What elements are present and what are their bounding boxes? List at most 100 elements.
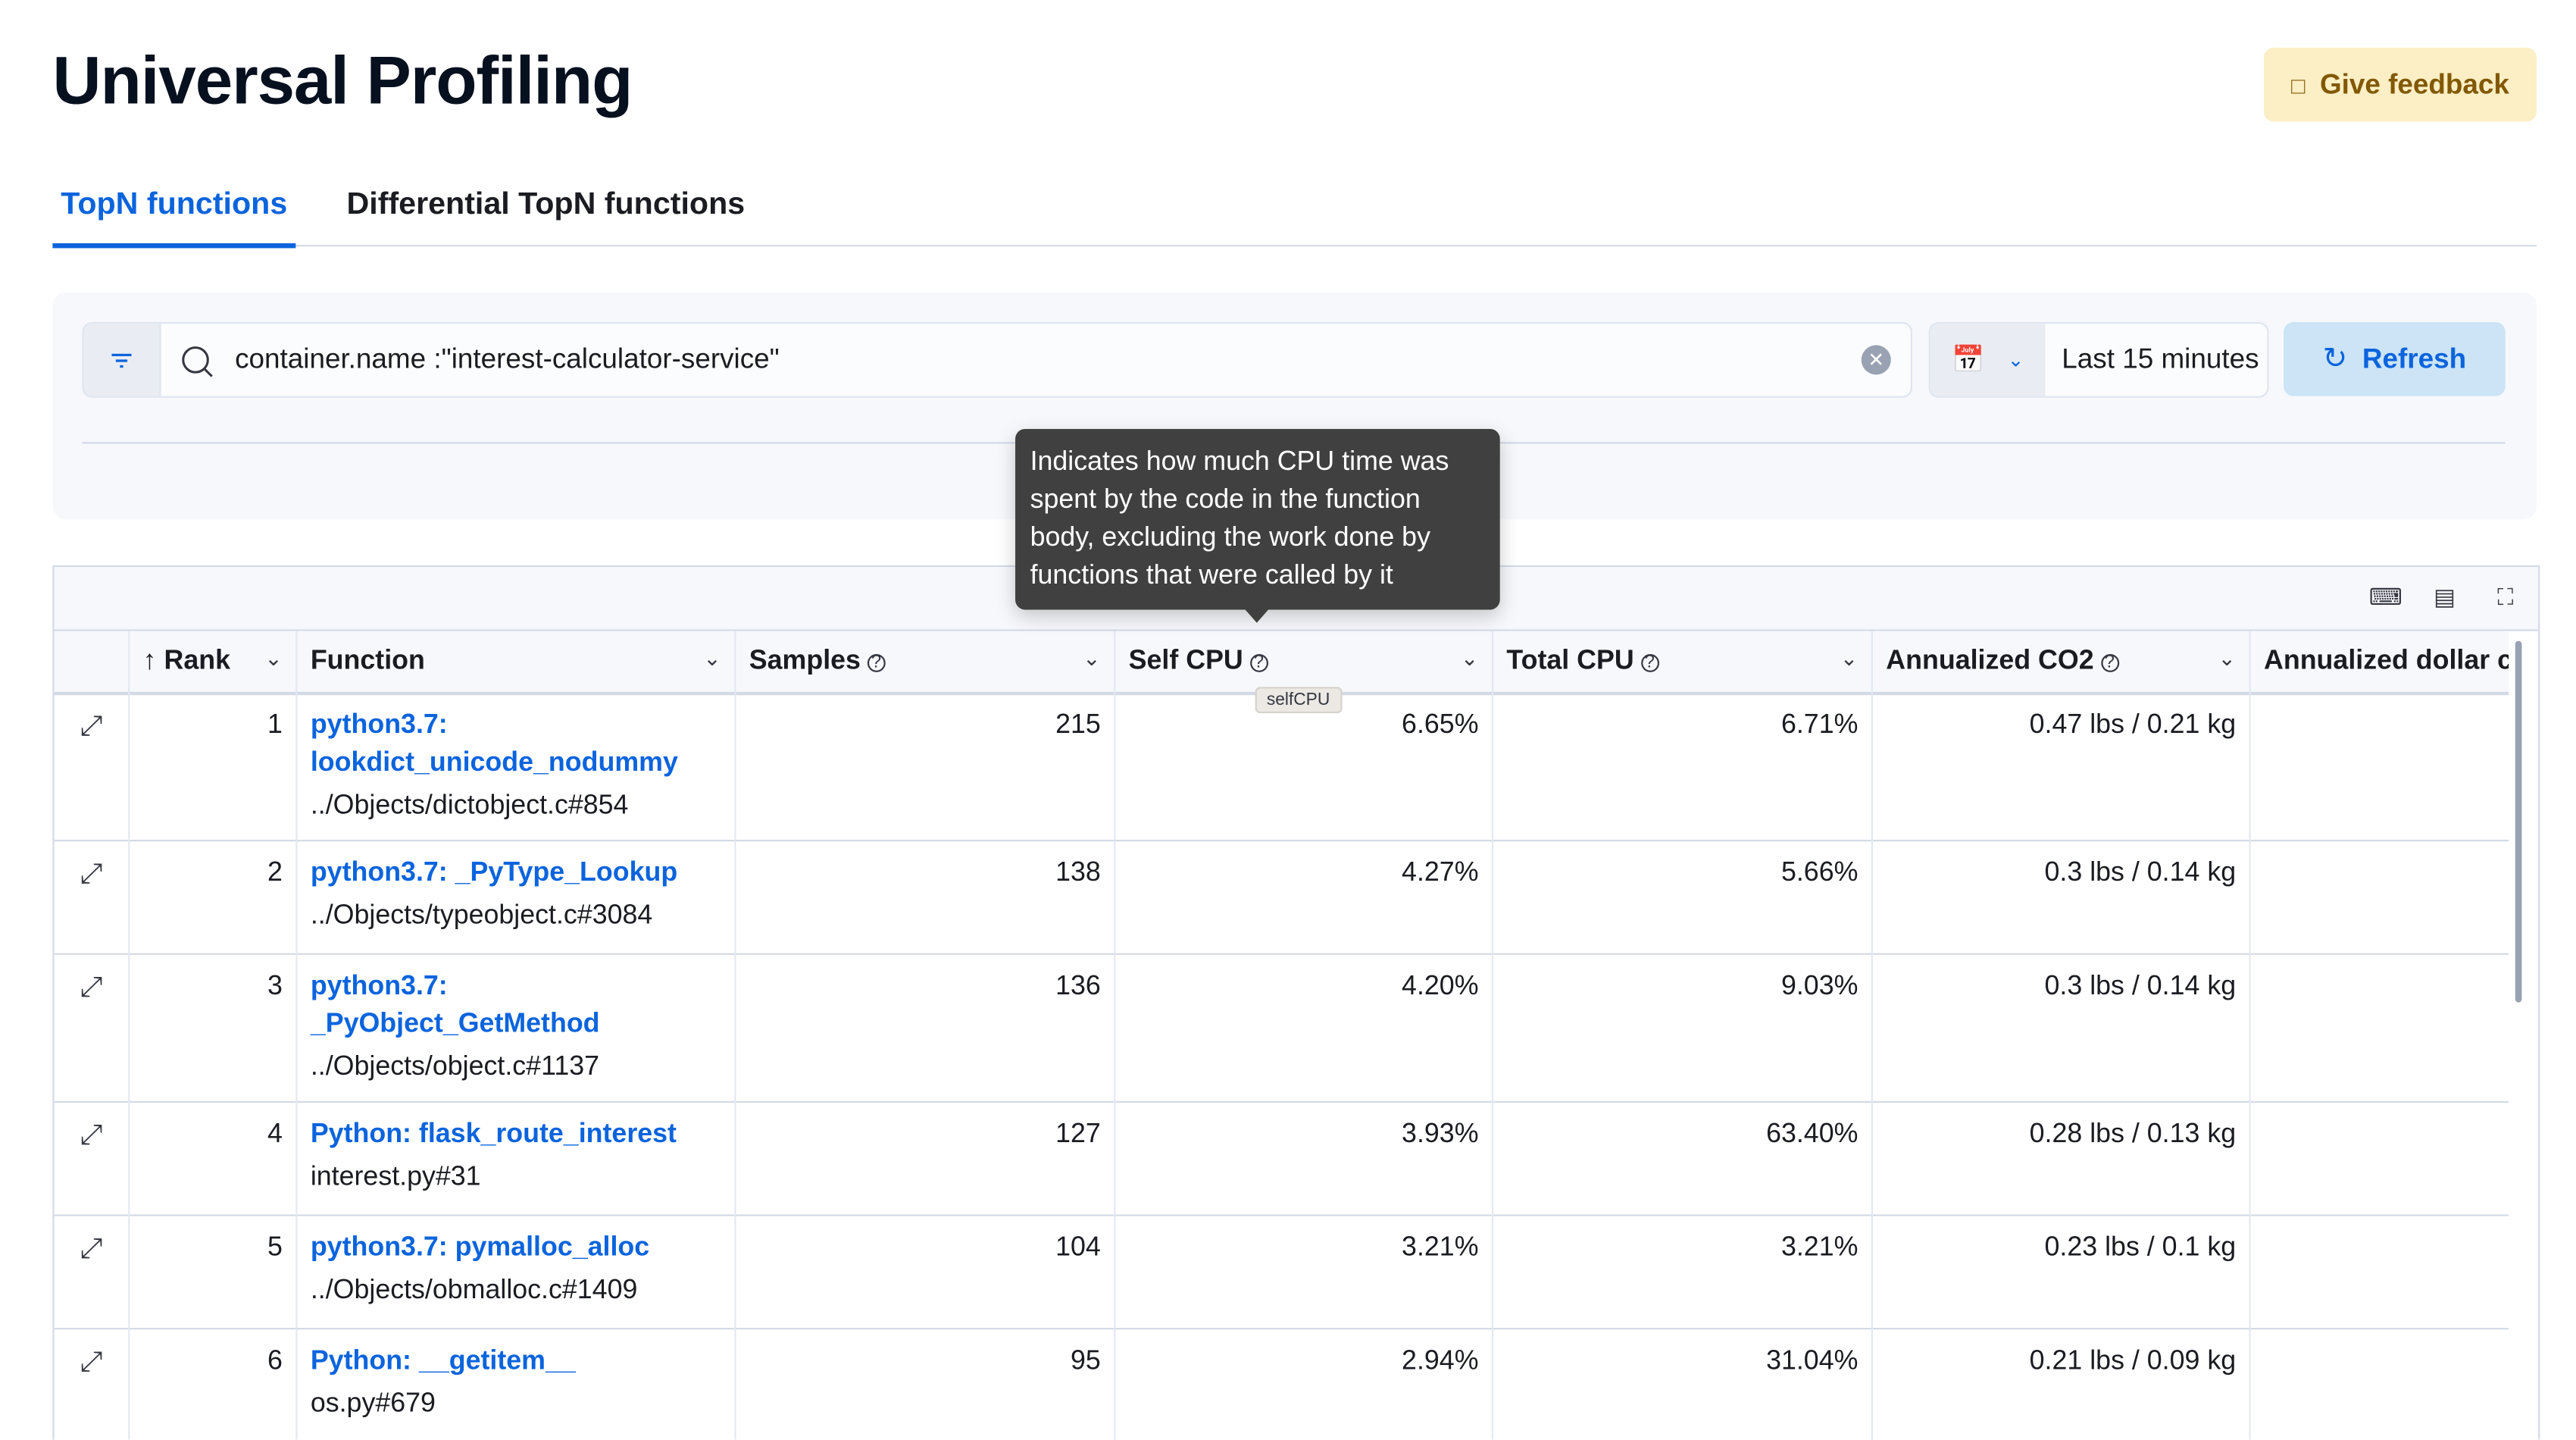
header-function[interactable]: Function ⌄: [297, 631, 736, 692]
keyboard-shortcuts-icon[interactable]: ⌨: [2368, 583, 2402, 610]
self-cpu-tooltip: Indicates how much CPU time was spent by…: [1015, 428, 1500, 623]
quick-menu-button[interactable]: 📅 ⌄: [1930, 324, 2046, 396]
help-icon[interactable]: ?: [867, 653, 886, 672]
help-icon[interactable]: ?: [1640, 653, 1659, 672]
search-icon: [182, 346, 213, 377]
header-total-cpu[interactable]: Total CPU? ⌄: [1493, 631, 1873, 692]
header-rank[interactable]: ↑ Rank ⌄: [130, 631, 298, 692]
rank-cell: 3: [130, 953, 298, 1101]
function-cell: python3.7: _PyObject_GetMethod ../Objects/…: [297, 953, 736, 1101]
grid-scrollbar[interactable]: [2515, 640, 2522, 1003]
total-cpu-cell: 63.40%: [1493, 1100, 1873, 1215]
expand-icon: ⤢: [80, 857, 103, 890]
tab-bar: TopN functions Differential TopN functio…: [52, 177, 2537, 249]
expand-row-button[interactable]: ⤢: [55, 1100, 130, 1215]
table-row: ⤢ 3 python3.7: _PyObject_GetMethod ../Object…: [54, 953, 2509, 1103]
header-self-cpu[interactable]: Self CPU? ⌄: [1115, 631, 1494, 692]
table-row: ⤢ 5 python3.7: pymalloc_alloc ../Objects/ob…: [54, 1214, 2509, 1330]
function-name-link[interactable]: python3.7: pymalloc_alloc: [310, 1232, 650, 1263]
source-location: interest.py#31: [310, 1162, 481, 1192]
expand-row-button[interactable]: ⤢: [55, 953, 130, 1101]
function-cell: python3.7: _PyType_Lookup ../Objects/type…: [297, 840, 736, 953]
expand-icon: ⤢: [80, 1345, 103, 1378]
function-name-link[interactable]: python3.7:: [310, 709, 448, 740]
tooltip-line: Indicates how much CPU time was: [1030, 446, 1449, 477]
rank-cell: 1: [130, 691, 298, 841]
samples-cell: 95: [736, 1328, 1116, 1440]
display-density-icon[interactable]: ▤: [2434, 583, 2456, 610]
date-picker[interactable]: 📅 ⌄ Last 15 minutes: [1928, 322, 2269, 398]
refresh-icon: ↻: [2322, 342, 2348, 375]
header-rank-label: Rank: [164, 646, 231, 676]
expand-icon: ⤢: [80, 1232, 103, 1264]
chevron-down-icon[interactable]: ⌄: [703, 646, 721, 671]
header-co2-label: Annualized CO2: [1886, 646, 2094, 676]
header-samples[interactable]: Samples? ⌄: [736, 631, 1116, 692]
tab-topn-functions[interactable]: TopN functions: [52, 187, 296, 249]
self-cpu-cell: 2.94%: [1115, 1328, 1494, 1440]
source-location: ../Objects/object.c#1137: [310, 1051, 600, 1082]
dollar-cost-cell: [2251, 1101, 2509, 1215]
dollar-cost-cell: [2251, 840, 2509, 953]
samples-cell: 215: [736, 691, 1116, 841]
search-bar[interactable]: container.name :"interest-calculator-ser…: [82, 322, 1912, 398]
chevron-down-icon[interactable]: ⌄: [1840, 646, 1859, 671]
total-cpu-cell: 5.66%: [1493, 840, 1873, 953]
function-name-link[interactable]: python3.7:: [310, 971, 448, 1001]
function-cell: Python: flask_route_interest interest.py#…: [297, 1100, 736, 1215]
fullscreen-icon[interactable]: ⛶: [2497, 583, 2514, 610]
refresh-label: Refresh: [2362, 343, 2467, 374]
table-row: ⤢ 4 Python: flask_route_interest interest.p…: [54, 1100, 2509, 1216]
give-feedback-button[interactable]: □ Give feedback: [2264, 47, 2537, 122]
table-row: ⤢ 6 Python: __getitem__ os.py#679 95 2.94% 31.…: [55, 1328, 2509, 1440]
dollar-cost-cell: [2251, 1214, 2509, 1328]
tooltip-line: spent by the code in the function: [1030, 484, 1421, 515]
chevron-down-icon[interactable]: ⌄: [2218, 646, 2237, 671]
function-name-link[interactable]: python3.7: _PyType_Lookup: [310, 857, 678, 887]
clear-search-icon[interactable]: ✕: [1861, 345, 1891, 375]
samples-cell: 138: [736, 840, 1116, 953]
samples-cell: 127: [736, 1100, 1116, 1215]
expand-row-button[interactable]: ⤢: [55, 1328, 130, 1440]
self-cpu-cell: 6.65%: [1115, 691, 1494, 841]
header-annualized-co2[interactable]: Annualized CO2? ⌄: [1873, 631, 2251, 692]
rank-cell: 4: [130, 1100, 298, 1215]
chevron-down-icon[interactable]: ⌄: [1460, 646, 1479, 671]
self-cpu-cell: 4.27%: [1115, 840, 1494, 953]
co2-cell: 0.3 lbs / 0.14 kg: [1873, 840, 2251, 953]
function-name-link[interactable]: lookdict_unicode_nodummy: [310, 747, 678, 778]
expand-icon: ⤢: [80, 709, 103, 741]
expand-icon: ⤢: [80, 971, 103, 1003]
help-icon[interactable]: ?: [2100, 653, 2119, 672]
expand-row-button[interactable]: ⤢: [55, 1214, 130, 1329]
function-name-link[interactable]: _PyObject_GetMethod: [310, 1009, 600, 1039]
tab-differential-topn-functions[interactable]: Differential TopN functions: [346, 187, 746, 222]
dollar-cost-cell: [2251, 1328, 2509, 1439]
header-annualized-dollar-cost[interactable]: Annualized dollar c: [2251, 631, 2509, 692]
header-total-cpu-label: Total CPU: [1506, 646, 1634, 676]
expand-row-button[interactable]: ⤢: [55, 840, 130, 953]
self-cpu-cell: 4.20%: [1115, 953, 1494, 1101]
calendar-icon: 📅: [1952, 346, 1985, 375]
search-input[interactable]: container.name :"interest-calculator-ser…: [235, 343, 780, 375]
co2-cell: 0.3 lbs / 0.14 kg: [1873, 953, 2251, 1101]
source-location: ../Objects/dictobject.c#854: [310, 790, 629, 821]
chevron-down-icon[interactable]: ⌄: [1083, 646, 1101, 671]
function-name-link[interactable]: Python: __getitem__: [310, 1345, 576, 1376]
topn-functions-grid: ⌨ ▤ ⛶ ↑ Rank ⌄ Function ⌄ Samples? ⌄ Self C…: [52, 565, 2540, 1440]
give-feedback-label: Give feedback: [2319, 67, 2509, 100]
function-name-link[interactable]: Python: flask_route_interest: [310, 1119, 677, 1149]
comment-icon: □: [2291, 71, 2306, 99]
source-location: os.py#679: [310, 1388, 436, 1419]
expand-row-button[interactable]: ⤢: [55, 691, 130, 841]
function-cell: Python: __getitem__ os.py#679: [297, 1328, 736, 1440]
total-cpu-cell: 3.21%: [1493, 1214, 1873, 1329]
filter-button[interactable]: [83, 324, 161, 396]
table-row: ⤢ 1 python3.7: lookdict_unicode_nodummy ../O…: [54, 691, 2509, 842]
refresh-button[interactable]: ↻ Refresh: [2284, 322, 2506, 396]
date-range-label[interactable]: Last 15 minutes: [2062, 343, 2259, 375]
rank-cell: 2: [130, 840, 298, 953]
help-icon[interactable]: ?: [1249, 653, 1268, 672]
header-expand: [55, 631, 130, 692]
chevron-down-icon[interactable]: ⌄: [264, 646, 283, 671]
